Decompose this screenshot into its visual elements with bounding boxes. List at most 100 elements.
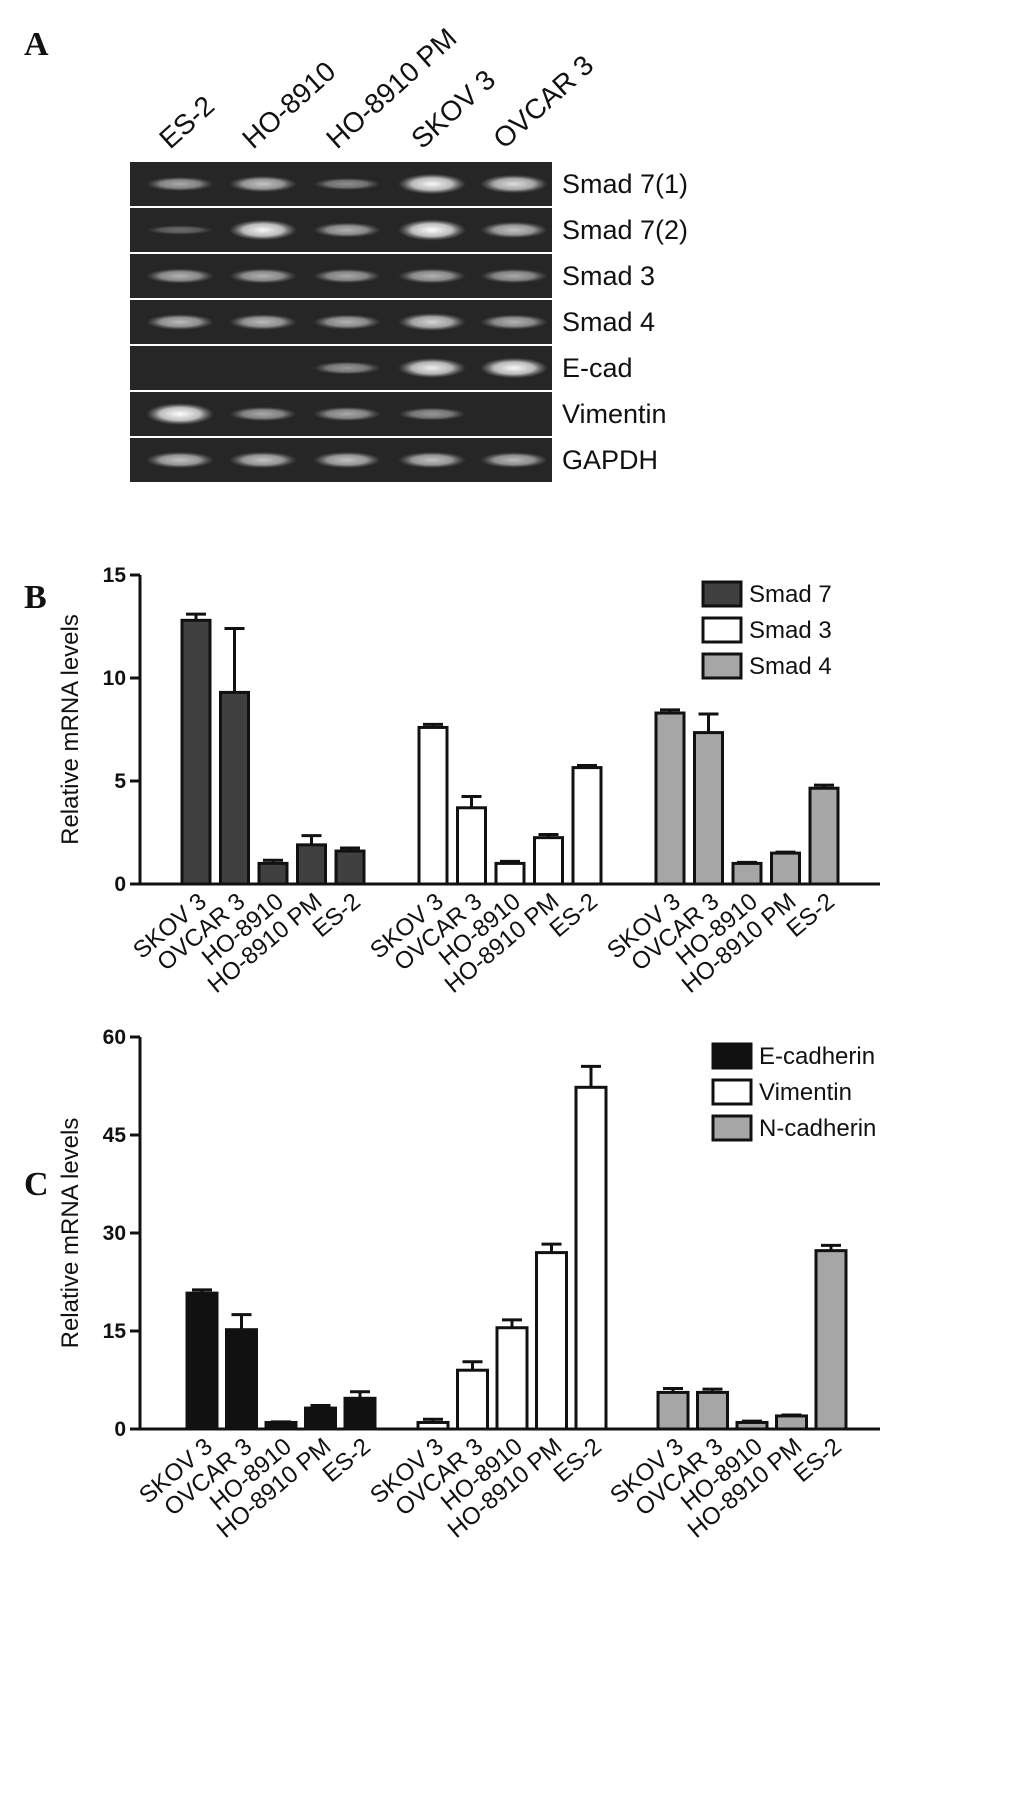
gene-label: GAPDH: [562, 445, 658, 475]
legend-swatch: [701, 580, 743, 608]
gel-band: [398, 451, 466, 469]
lane-label: HO-8910: [236, 55, 341, 154]
bar: [264, 1420, 298, 1431]
y-tick-label: 45: [103, 1124, 127, 1147]
panel-letter-c: C: [24, 1166, 49, 1203]
bar: [775, 1414, 808, 1431]
bar: [456, 1368, 489, 1431]
legend-label: Smad 4: [749, 653, 832, 680]
y-tick-label: 10: [103, 667, 126, 690]
gel-band: [146, 403, 214, 425]
bar: [735, 1420, 769, 1431]
y-axis-label: Relative mRNA levels: [57, 614, 84, 845]
lane-label: OVCAR 3: [487, 49, 599, 154]
gel-band: [313, 451, 381, 469]
bar: [574, 1085, 608, 1431]
bar: [304, 1406, 337, 1431]
y-tick-label: 15: [103, 1320, 127, 1343]
y-tick-label: 0: [114, 1418, 126, 1441]
bar: [571, 766, 603, 886]
gene-label: Smad 7(1): [562, 169, 688, 199]
y-tick-label: 5: [114, 770, 126, 793]
gene-label: Smad 3: [562, 261, 655, 291]
y-tick-label: 60: [103, 1026, 126, 1049]
x-tick-label: ES-2: [549, 1433, 607, 1488]
gel-band: [313, 314, 381, 330]
gel-band: [313, 177, 381, 191]
gel-band: [398, 219, 466, 241]
gel-band: [313, 268, 381, 284]
legend-swatch: [701, 616, 743, 644]
bar: [656, 1390, 690, 1431]
gel-band: [398, 313, 466, 331]
panel-letter-b: B: [24, 579, 47, 616]
legend-swatch: [711, 1042, 753, 1070]
gel-band: [229, 314, 297, 330]
bar: [494, 861, 526, 886]
gel-band: [146, 314, 214, 330]
bar: [456, 806, 487, 886]
bar: [731, 861, 763, 886]
x-tick-label: ES-2: [789, 1433, 847, 1488]
legend-label: Smad 7: [749, 581, 832, 608]
gel-band: [313, 222, 381, 238]
gel-band: [146, 176, 214, 192]
gel-band: [229, 175, 297, 193]
gel-band: [480, 314, 548, 330]
bar: [535, 1251, 568, 1431]
bar: [654, 711, 686, 886]
bar: [770, 851, 801, 886]
gel-band: [480, 174, 548, 194]
legend-swatch: [701, 652, 743, 680]
bar: [495, 1326, 529, 1431]
bar: [219, 690, 250, 886]
gel-band: [480, 268, 548, 284]
gel-band: [146, 268, 214, 284]
gel-band: [229, 268, 297, 284]
bar: [334, 849, 366, 886]
bar: [296, 843, 327, 886]
bar: [225, 1328, 258, 1431]
bar: [814, 1249, 848, 1431]
gel-band: [313, 406, 381, 422]
bar: [180, 618, 212, 886]
gel-band: [229, 219, 297, 241]
lane-label: ES-2: [153, 90, 220, 155]
x-tick-label: ES-2: [318, 1433, 376, 1488]
legend-swatch: [711, 1078, 753, 1106]
gel-band: [398, 268, 466, 284]
legend-label: E-cadherin: [759, 1043, 875, 1070]
bar: [808, 786, 840, 886]
gene-label: Smad 4: [562, 307, 655, 337]
bar: [416, 1420, 450, 1431]
gel-band: [229, 406, 297, 422]
y-tick-label: 0: [114, 873, 126, 896]
gel-band: [480, 452, 548, 468]
gene-label: Vimentin: [562, 399, 667, 429]
bar: [696, 1390, 729, 1431]
gene-label: Smad 7(2): [562, 215, 688, 245]
gel-band: [146, 451, 214, 469]
bar: [185, 1291, 219, 1431]
y-tick-label: 30: [103, 1222, 126, 1245]
gene-label: E-cad: [562, 353, 633, 383]
legend-label: N-cadherin: [759, 1115, 876, 1142]
gel-band: [313, 361, 381, 375]
legend-swatch: [711, 1114, 753, 1142]
gel-band: [146, 225, 214, 235]
gel-band: [398, 407, 466, 421]
bar: [693, 731, 724, 886]
gel-band: [229, 451, 297, 469]
legend-label: Smad 3: [749, 617, 832, 644]
gel-band: [398, 358, 466, 378]
panel-letter-a: A: [24, 26, 49, 63]
bar: [417, 725, 449, 886]
y-tick-label: 15: [103, 564, 127, 587]
bar: [343, 1396, 377, 1431]
gel-band: [398, 173, 466, 195]
y-axis-label: Relative mRNA levels: [57, 1118, 84, 1349]
